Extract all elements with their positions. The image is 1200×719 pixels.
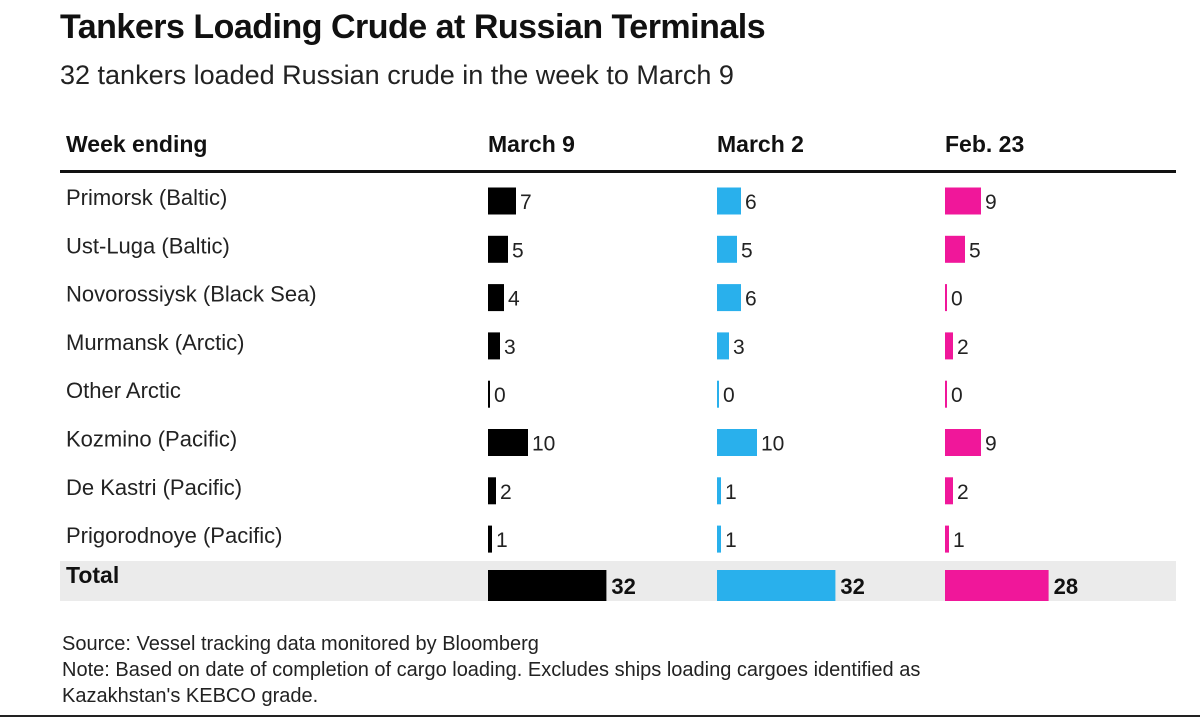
bar (945, 284, 947, 312)
row-label: Kozmino (Pacific) (66, 427, 237, 452)
bar (488, 235, 508, 263)
row-label: Primorsk (Baltic) (66, 185, 227, 210)
bar-value-label: 9 (985, 433, 997, 456)
header-week-ending: Week ending (66, 131, 207, 157)
bar-value-label: 5 (512, 239, 524, 262)
bar (488, 429, 528, 456)
total-bar (488, 570, 607, 601)
total-bar (717, 570, 836, 601)
bar (488, 380, 490, 408)
bar-value-label: 0 (494, 384, 506, 407)
bar-value-label: 1 (725, 529, 737, 552)
note-line-2: Kazakhstan's KEBCO grade. (62, 685, 319, 707)
bar (945, 187, 981, 215)
bar (488, 284, 504, 312)
bar (488, 187, 516, 215)
bar (945, 429, 981, 456)
total-bar (945, 570, 1049, 601)
row-label: Ust-Luga (Baltic) (66, 233, 230, 258)
bar-value-label: 2 (957, 336, 969, 359)
bar (945, 525, 949, 553)
bar-value-label: 5 (741, 239, 753, 262)
bar (717, 525, 721, 553)
header-rule (60, 170, 1176, 173)
total-value-label: 32 (611, 574, 635, 599)
bar-value-label: 1 (725, 481, 737, 504)
bar-value-label: 10 (761, 433, 784, 456)
chart-subtitle: 32 tankers loaded Russian crude in the w… (60, 60, 734, 90)
source-note: Source: Vessel tracking data monitored b… (62, 631, 920, 709)
row-label: Murmansk (Arctic) (66, 330, 244, 355)
bar-value-label: 0 (951, 384, 963, 407)
total-value-label: 28 (1054, 574, 1078, 599)
bar (717, 332, 729, 360)
bar-value-label: 0 (951, 288, 963, 311)
bar (945, 235, 965, 263)
bar-value-label: 6 (745, 288, 757, 311)
header-march-2: March 2 (717, 131, 804, 157)
bar-value-label: 3 (733, 336, 745, 359)
bar-value-label: 1 (953, 529, 965, 552)
bar (717, 187, 741, 215)
bar-value-label: 7 (520, 191, 532, 214)
header-feb-23: Feb. 23 (945, 131, 1024, 157)
bar-value-label: 4 (508, 288, 520, 311)
bar (488, 477, 496, 505)
bar-value-label: 2 (500, 481, 512, 504)
bottom-rule (0, 715, 1200, 717)
chart-title: Tankers Loading Crude at Russian Termina… (60, 8, 766, 46)
bar (717, 429, 757, 456)
bar (488, 525, 492, 553)
row-label: Novorossiysk (Black Sea) (66, 282, 317, 307)
bar (717, 284, 741, 312)
bar-value-label: 2 (957, 481, 969, 504)
row-label: Other Arctic (66, 378, 181, 403)
bar-value-label: 3 (504, 336, 516, 359)
bar (717, 235, 737, 263)
header-march-9: March 9 (488, 131, 575, 157)
row-label: Prigorodnoye (Pacific) (66, 523, 282, 548)
bar (945, 477, 953, 505)
bar (488, 332, 500, 360)
bar (945, 332, 953, 360)
row-label: De Kastri (Pacific) (66, 475, 242, 500)
bar-value-label: 9 (985, 191, 997, 214)
source-line: Source: Vessel tracking data monitored b… (62, 633, 539, 655)
bar-value-label: 0 (723, 384, 735, 407)
bar-value-label: 10 (532, 433, 555, 456)
bar (717, 477, 721, 505)
bar-value-label: 5 (969, 239, 981, 262)
bar (945, 380, 947, 408)
total-label: Total (66, 562, 119, 588)
total-value-label: 32 (840, 574, 864, 599)
bar-value-label: 1 (496, 529, 508, 552)
bar-value-label: 6 (745, 191, 757, 214)
note-line-1: Note: Based on date of completion of car… (62, 659, 921, 681)
bar (717, 380, 719, 408)
